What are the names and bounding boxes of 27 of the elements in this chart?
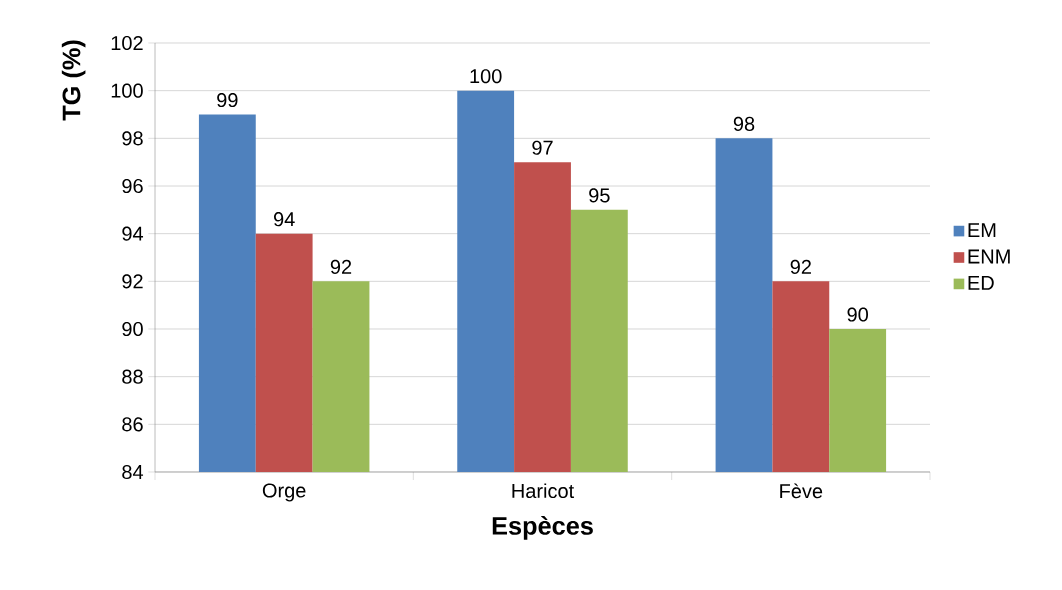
- data-label: 97: [532, 140, 553, 155]
- x-axis-title: Espèces: [492, 515, 593, 540]
- legend-label: ENM: [968, 249, 1010, 264]
- data-label: 98: [733, 116, 755, 131]
- legend-label: ED: [968, 276, 994, 290]
- x-tick-label: Haricot: [512, 483, 575, 499]
- y-tick-label: 84: [122, 464, 144, 480]
- data-label: 95: [589, 188, 610, 203]
- legend-label: EM: [968, 223, 996, 237]
- y-tick-label: 94: [122, 226, 144, 241]
- y-tick-label: 96: [122, 178, 143, 194]
- data-label: 99: [217, 92, 238, 108]
- data-label: 92: [790, 259, 811, 274]
- data-label: 92: [330, 259, 352, 274]
- y-tick-label: 90: [122, 321, 143, 337]
- data-label: 90: [847, 307, 868, 322]
- y-tick-label: 102: [111, 35, 143, 51]
- y-tick-label: 88: [122, 369, 143, 384]
- y-tick-label: 92: [122, 274, 143, 289]
- y-tick-label: 100: [111, 83, 143, 98]
- y-tick-label: 98: [122, 131, 143, 146]
- data-label: 94: [273, 212, 295, 227]
- y-axis-title: TG (%): [61, 40, 86, 121]
- y-tick-label: 86: [122, 417, 143, 432]
- x-tick-label: Orge: [262, 483, 306, 502]
- data-label: 100: [470, 69, 502, 84]
- x-tick-label: Fève: [780, 483, 823, 499]
